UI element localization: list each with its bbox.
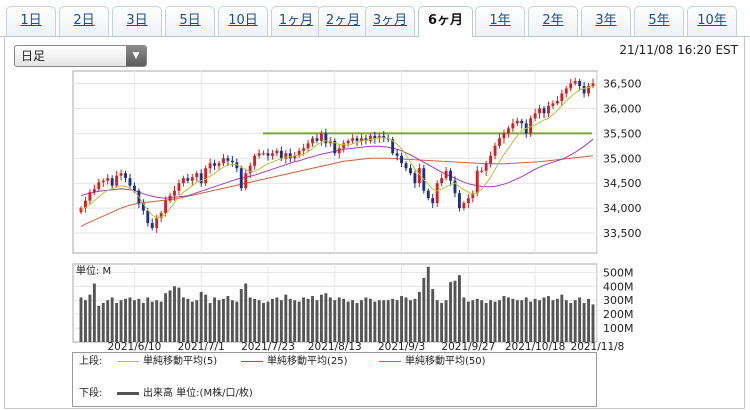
tab-10[interactable]: 2年 bbox=[528, 6, 578, 36]
legend-ma50: 単純移動平均(50) bbox=[405, 356, 486, 367]
period-tabs: 1日 2日 3日 5日 10日 1ヶ月 2ヶ月 3ヶ月 6ヶ月 1年 2年 3年 5年 10年 bbox=[0, 0, 750, 37]
candle-period-select[interactable]: 日足 ▼ bbox=[14, 45, 147, 67]
tab-1[interactable]: 2日 bbox=[59, 6, 109, 36]
tab-5[interactable]: 1ヶ月 bbox=[271, 6, 321, 36]
volume-swatch bbox=[117, 391, 139, 395]
tab-7[interactable]: 3ヶ月 bbox=[365, 6, 415, 36]
timestamp: 21/11/08 16:20 EST bbox=[619, 43, 738, 57]
legend-upper-row: 上段: 単純移動平均(5) 単純移動平均(25) 単純移動平均(50) bbox=[79, 355, 486, 369]
candle-period-value: 日足 bbox=[21, 49, 46, 63]
ma25-swatch bbox=[241, 360, 263, 362]
tab-12[interactable]: 5年 bbox=[634, 6, 684, 36]
tab-8[interactable]: 6ヶ月 bbox=[418, 6, 473, 37]
tab-0[interactable]: 1日 bbox=[6, 6, 56, 36]
legend: 上段: 単純移動平均(5) 単純移動平均(25) 単純移動平均(50) 下段: … bbox=[72, 352, 597, 407]
chevron-down-icon[interactable]: ▼ bbox=[126, 46, 146, 66]
ma50-swatch bbox=[379, 360, 401, 362]
legend-lower-label: 下段: bbox=[79, 388, 103, 399]
tab-3[interactable]: 5日 bbox=[165, 6, 215, 36]
tab-9[interactable]: 1年 bbox=[475, 6, 525, 36]
tab-4[interactable]: 10日 bbox=[218, 6, 268, 36]
legend-lower-row: 下段: 出来高 単位:(M株/口/枚) bbox=[79, 387, 253, 401]
legend-upper-label: 上段: bbox=[79, 356, 103, 367]
legend-ma25: 単純移動平均(25) bbox=[267, 356, 348, 367]
legend-volume: 出来高 単位:(M株/口/枚) bbox=[143, 388, 253, 399]
ma5-swatch bbox=[117, 360, 139, 362]
tab-13[interactable]: 10年 bbox=[687, 6, 737, 36]
legend-ma5: 単純移動平均(5) bbox=[143, 356, 218, 367]
tab-6[interactable]: 2ヶ月 bbox=[318, 6, 368, 36]
tab-2[interactable]: 3日 bbox=[112, 6, 162, 36]
tab-11[interactable]: 3年 bbox=[581, 6, 631, 36]
